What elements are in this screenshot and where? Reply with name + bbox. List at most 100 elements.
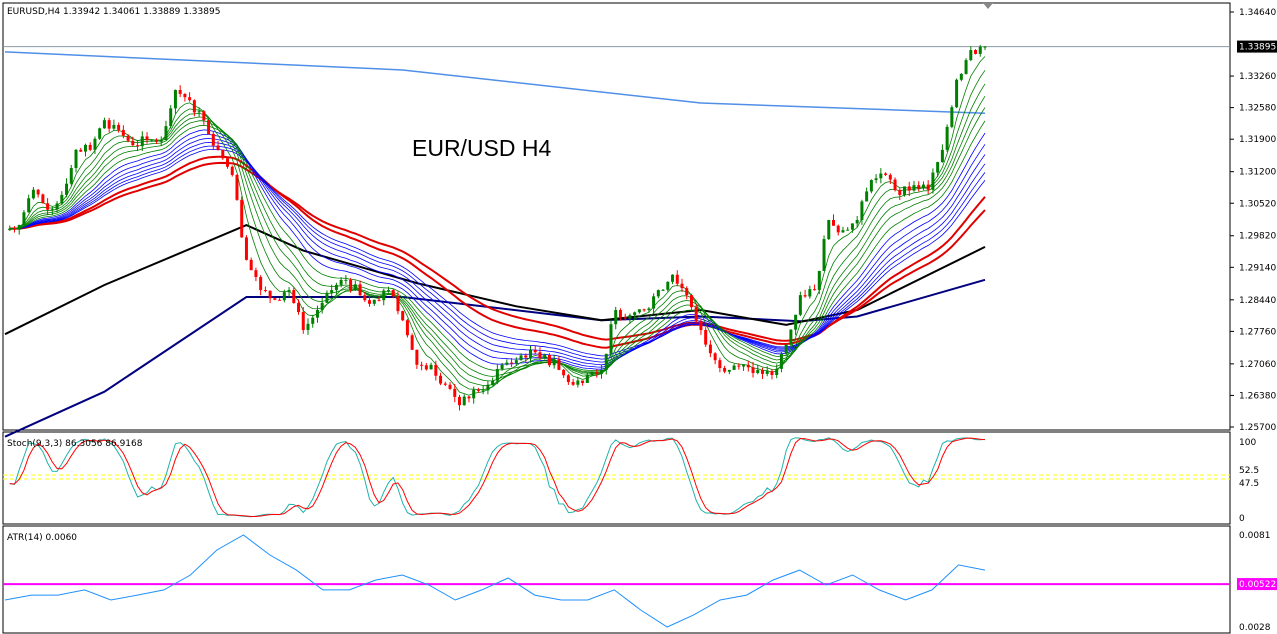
candle <box>543 353 547 360</box>
stoch-tick-label: 47.5 <box>1239 479 1259 489</box>
blue-ma-line <box>9 141 986 363</box>
price-tick-label: 1.34640 <box>1239 8 1276 18</box>
candle <box>202 109 206 125</box>
price-tick-label: 1.26380 <box>1239 391 1276 401</box>
candle <box>737 363 741 370</box>
candle <box>434 360 438 381</box>
price-tick-label: 1.29820 <box>1239 232 1276 242</box>
candle <box>495 363 499 385</box>
candle <box>675 270 679 287</box>
candle <box>959 73 963 82</box>
candle <box>609 319 613 358</box>
candle <box>65 178 69 198</box>
blue-ma-line <box>9 138 986 366</box>
candle <box>964 58 968 75</box>
candle <box>590 371 594 376</box>
candle <box>405 318 409 338</box>
candle <box>207 119 211 135</box>
candle <box>268 290 272 304</box>
atr-tick-label: 0.0028 <box>1239 623 1271 633</box>
candle <box>865 187 869 202</box>
candle <box>898 188 902 201</box>
price-tick-label: 1.28440 <box>1239 296 1276 306</box>
main-panel[interactable] <box>2 2 1231 431</box>
candle <box>855 216 859 228</box>
candle <box>519 353 523 361</box>
candle <box>263 286 267 293</box>
candle <box>8 225 12 231</box>
candle <box>178 85 182 98</box>
candle <box>476 387 480 393</box>
candle <box>173 89 177 114</box>
candle <box>798 291 802 317</box>
candle <box>349 277 353 293</box>
candle <box>699 318 703 335</box>
candle <box>789 329 793 348</box>
candle <box>244 235 248 261</box>
candle <box>756 364 760 375</box>
candle <box>860 199 864 225</box>
candle <box>884 172 888 176</box>
candle <box>689 293 693 312</box>
candle <box>353 280 357 292</box>
candle <box>254 267 258 282</box>
price-tick-label: 1.25700 <box>1239 423 1276 433</box>
candle <box>614 306 618 330</box>
candle <box>396 291 400 315</box>
candle <box>642 308 646 312</box>
candle <box>557 356 561 371</box>
atr-panel[interactable] <box>2 525 1231 634</box>
candle <box>846 226 850 231</box>
stoch-tick-label: 0 <box>1239 514 1245 524</box>
candle <box>940 144 944 163</box>
candle <box>784 344 788 357</box>
candle <box>320 297 324 314</box>
candle <box>931 168 935 194</box>
candle <box>372 299 376 306</box>
candle <box>448 382 452 391</box>
candle <box>145 132 149 144</box>
candle <box>183 93 187 102</box>
price-plot <box>3 44 1230 438</box>
candle <box>60 191 64 206</box>
shift-marker-icon[interactable] <box>983 3 993 9</box>
candle <box>718 357 722 373</box>
candle <box>188 92 192 102</box>
candle <box>562 369 566 378</box>
candle <box>31 187 35 200</box>
candle <box>55 201 59 213</box>
candle <box>221 149 225 160</box>
symbol-info: EURUSD,H4 1.33942 1.34061 1.33889 1.3389… <box>7 7 220 17</box>
candle <box>552 354 556 369</box>
atr-plot <box>3 534 1230 628</box>
candle <box>893 177 897 192</box>
candle <box>12 226 16 233</box>
candle <box>576 376 580 388</box>
candle <box>694 303 698 324</box>
candle <box>491 377 495 386</box>
candle <box>841 226 845 233</box>
stoch-main-line <box>9 437 986 518</box>
candle <box>69 164 73 186</box>
candle <box>680 278 684 292</box>
stoch-tick-label: 52.5 <box>1239 466 1259 476</box>
candle <box>742 364 746 371</box>
candle <box>363 292 367 302</box>
candle <box>401 310 405 322</box>
candle <box>978 44 982 57</box>
candle <box>950 105 954 129</box>
candle <box>249 257 253 271</box>
candle <box>136 140 140 151</box>
candle <box>817 270 821 295</box>
candle <box>888 173 892 185</box>
candle <box>538 347 542 361</box>
candle <box>647 307 651 313</box>
black-ma-line <box>4 224 986 336</box>
candle <box>415 349 419 369</box>
candle <box>529 345 533 363</box>
candle <box>727 369 731 375</box>
candle <box>585 372 589 384</box>
candle <box>301 306 305 334</box>
candle <box>292 287 296 304</box>
